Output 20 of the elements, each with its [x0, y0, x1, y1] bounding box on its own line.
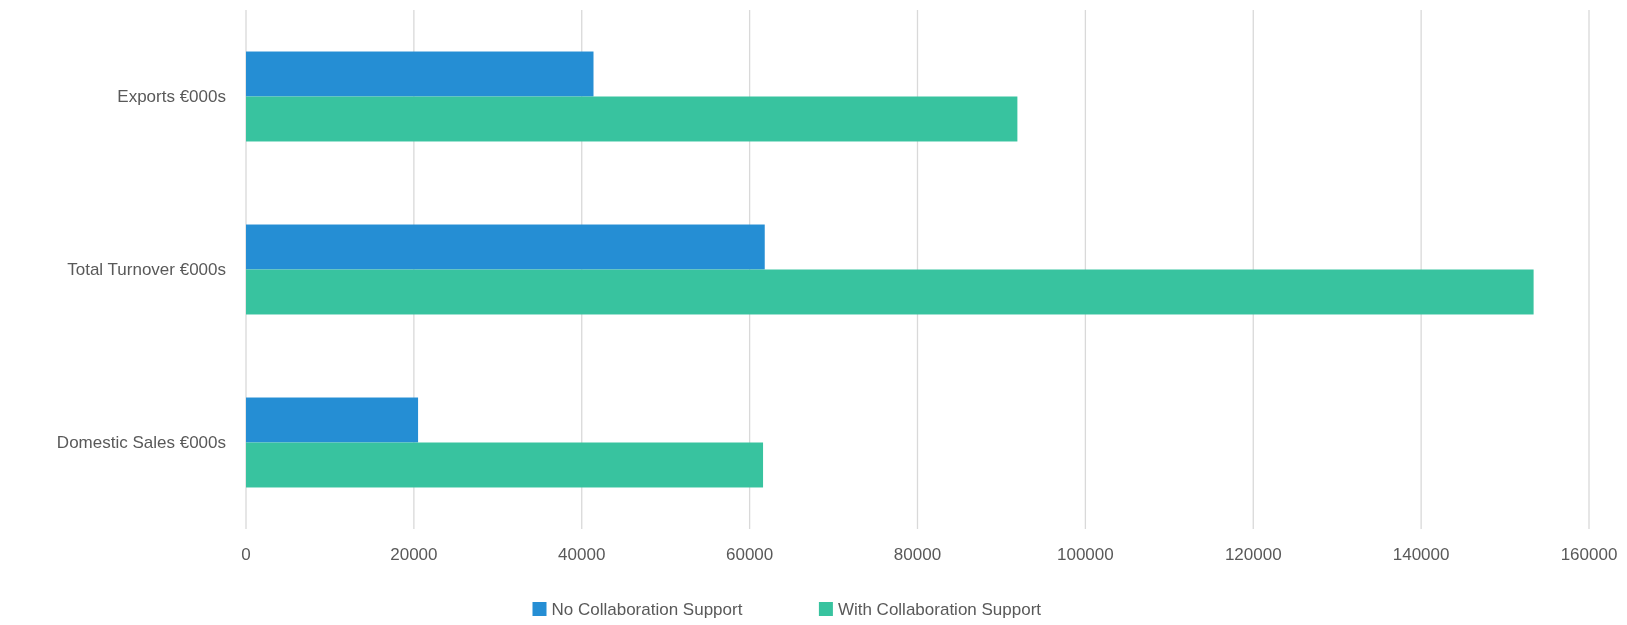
- legend-label: With Collaboration Support: [837, 599, 1042, 619]
- legend-label: No Collaboration Support: [551, 599, 743, 619]
- x-tick-label: 160000: [1560, 545, 1618, 564]
- bar: [246, 51, 594, 97]
- bar: [246, 269, 1534, 315]
- bar: [246, 442, 764, 488]
- x-tick-label: 40000: [558, 545, 606, 564]
- y-tick-label: Total Turnover €000s: [67, 260, 226, 280]
- bar: [246, 224, 765, 270]
- bar: [246, 96, 1018, 142]
- x-tick-label: 60000: [725, 545, 774, 564]
- x-tick-label: 140000: [1392, 545, 1450, 564]
- y-tick-label: Domestic Sales €000s: [56, 433, 226, 453]
- x-tick-label: 120000: [1224, 545, 1282, 564]
- bar: [246, 397, 419, 443]
- y-tick-label: Exports €000s: [117, 87, 226, 107]
- x-tick-label: 20000: [390, 545, 438, 564]
- x-tick-label: 100000: [1057, 545, 1114, 564]
- x-tick-label: 0: [241, 545, 251, 564]
- x-tick-label: 80000: [893, 545, 942, 564]
